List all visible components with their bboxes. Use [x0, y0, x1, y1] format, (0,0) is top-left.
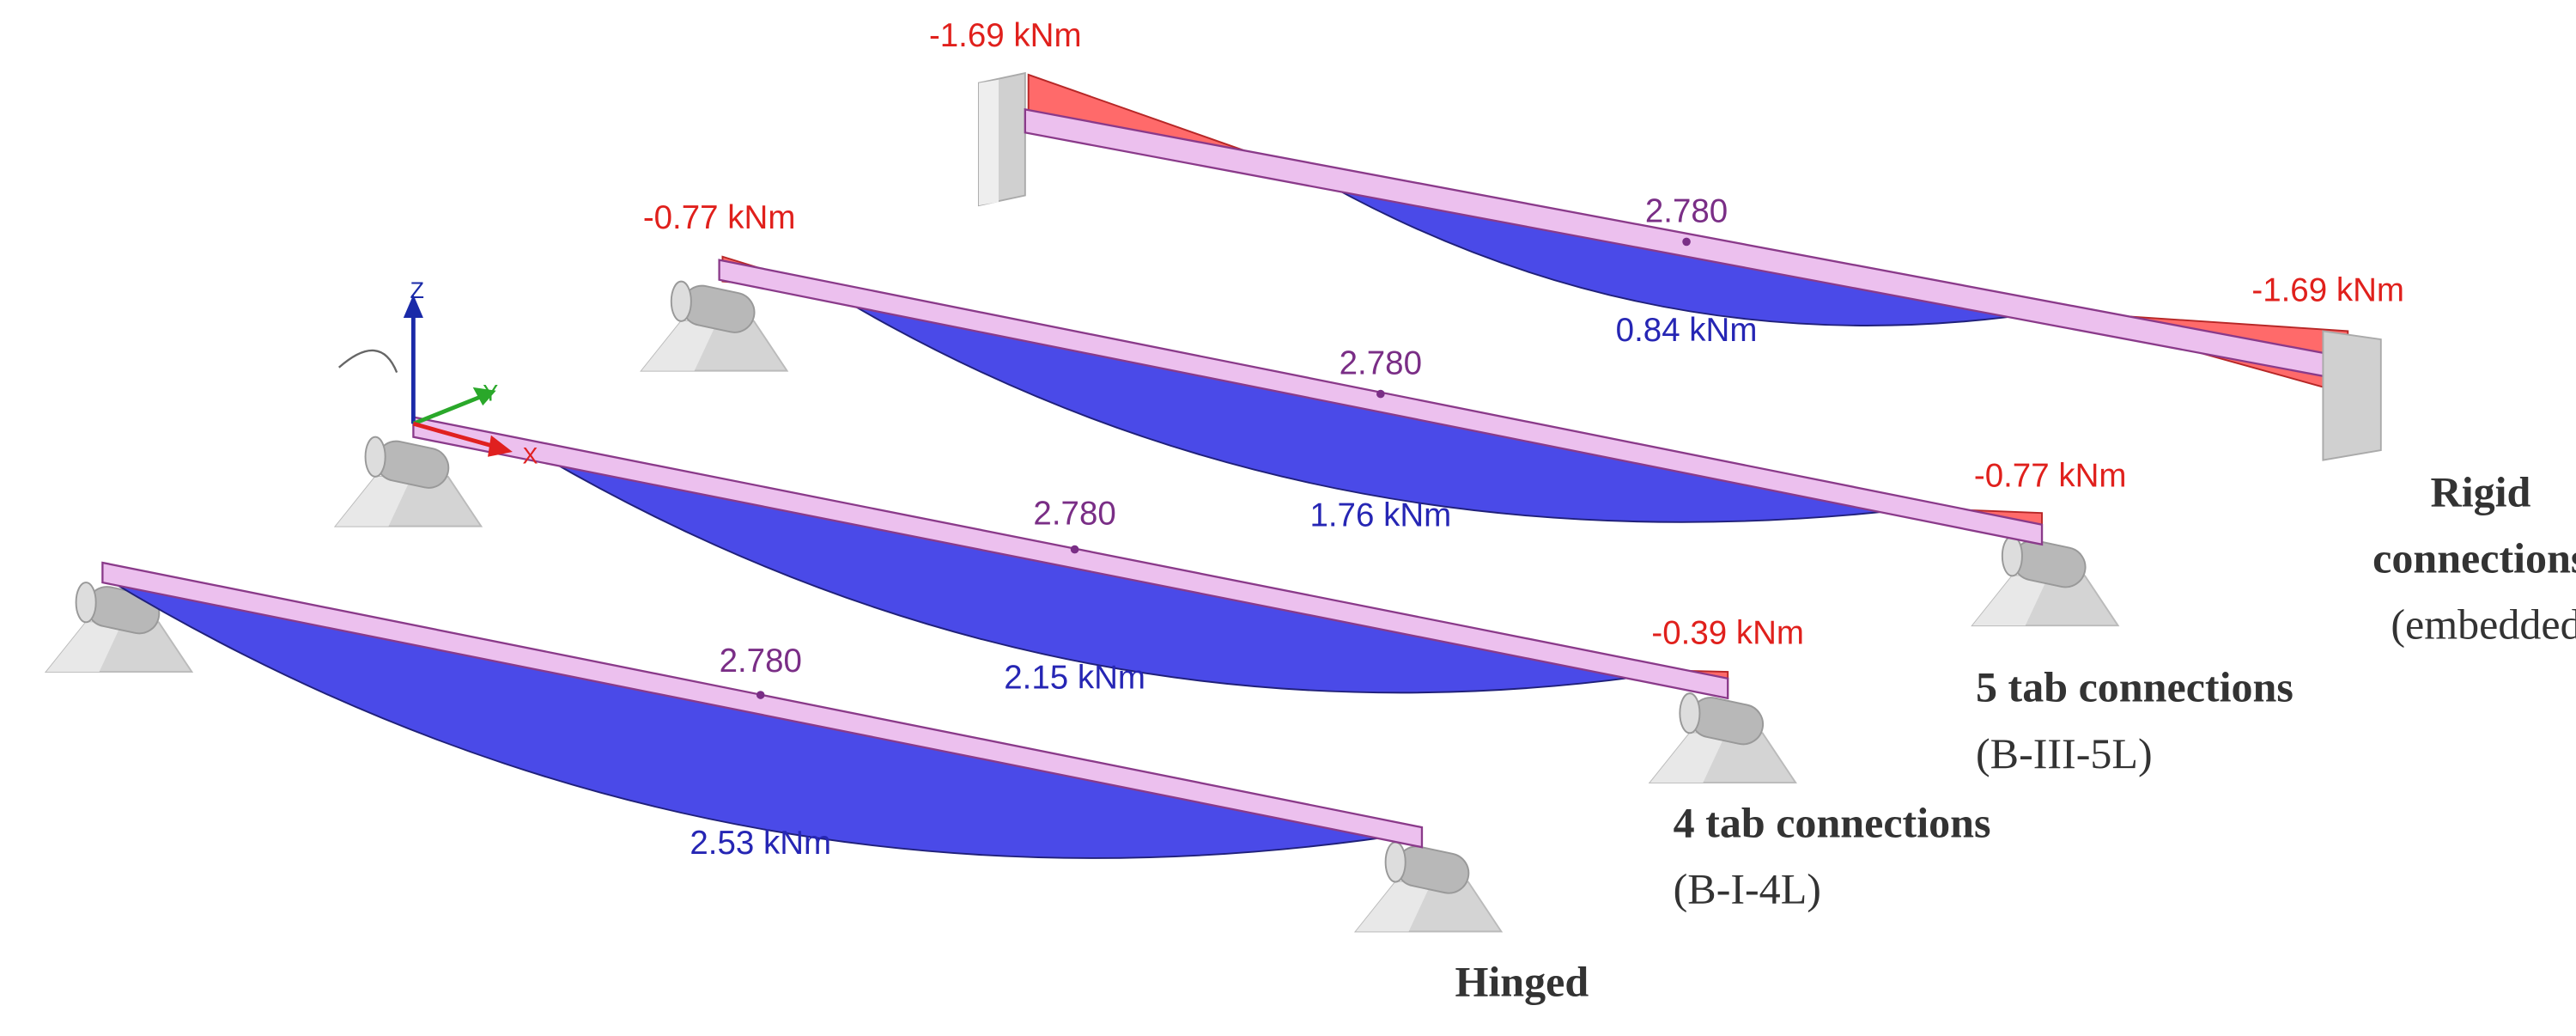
moment-label: 0.84 kNm [1616, 312, 1758, 349]
beam-note: (embedded) [2391, 600, 2576, 649]
moment-label: -1.69 kNm [929, 17, 1082, 54]
moment-label: 1.76 kNm [1309, 497, 1451, 534]
hinge-support [1354, 841, 1503, 933]
length-label: 2.780 [720, 643, 802, 679]
beam-title: 4 tab connections [1674, 799, 1991, 847]
midspan-point [1070, 545, 1079, 554]
midspan-point [756, 691, 765, 699]
beam-title: 5 tab connections [1976, 663, 2293, 711]
moment-label: -0.77 kNm [1974, 457, 2127, 494]
length-label: 2.780 [1340, 344, 1422, 381]
moment-label: -1.69 kNm [2251, 272, 2404, 309]
moment-label: 2.53 kNm [690, 825, 831, 862]
beam-title: Rigid [2431, 468, 2531, 516]
moment-label: 2.15 kNm [1004, 659, 1145, 696]
wall-support [2322, 330, 2382, 461]
beam-title: connections [2372, 534, 2576, 582]
hinge-support [334, 436, 483, 527]
beam-note: (B-III-5L) [1976, 729, 2153, 777]
hinge-support [1971, 535, 2119, 627]
axis-label: Y [483, 380, 498, 405]
midspan-point [1682, 237, 1691, 247]
moment-label: -0.77 kNm [643, 199, 796, 236]
beam-note: (B-I-4L) [1674, 865, 1821, 913]
hinge-support [1649, 692, 1797, 784]
beam [718, 259, 2044, 546]
length-label: 2.780 [1645, 192, 1728, 229]
wall-face [978, 79, 999, 206]
beam [101, 561, 1424, 849]
length-label: 2.780 [1033, 496, 1115, 533]
midspan-point [1376, 389, 1385, 399]
axis-label: X [522, 442, 538, 468]
axis-label: Z [410, 277, 424, 303]
beam-title: Hinged [1455, 957, 1589, 1005]
moment-label: -0.39 kNm [1651, 614, 1804, 651]
axis-triad [337, 295, 513, 457]
beam [412, 416, 1729, 700]
hinge-support [641, 280, 788, 372]
